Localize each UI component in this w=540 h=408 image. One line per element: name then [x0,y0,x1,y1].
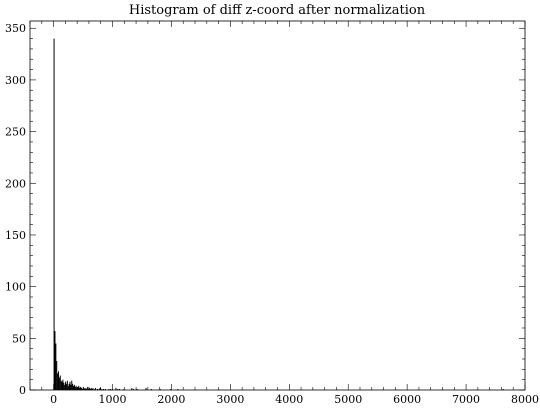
histogram-bar [115,387,117,390]
histogram-bar [57,373,59,390]
x-tick-label: 0 [50,393,57,406]
histogram-bar [72,383,74,390]
y-tick-label: 350 [5,22,26,35]
histogram-bar [159,388,161,390]
histogram-bar [85,387,87,390]
histogram-bar [83,387,85,390]
histogram-bar [86,388,88,390]
histogram-bar [82,386,84,390]
x-tick-label: 1000 [99,393,127,406]
histogram-bar [65,381,67,390]
histogram-bar [123,388,125,390]
histogram-bar [502,388,504,390]
histogram-bar [150,388,152,390]
histogram-bar [62,379,64,390]
histogram-bar [79,387,81,390]
histogram-bar [170,388,172,390]
histogram-bar [74,386,76,390]
histogram-bar [177,388,179,390]
histogram-bar [91,388,93,390]
histogram-bar [66,380,68,390]
y-tick-label: 100 [5,281,26,294]
histogram-bar [110,388,112,390]
histogram-bar [77,386,79,390]
histogram-bar [57,371,59,390]
histogram-bar [73,385,75,390]
histogram-bar [99,387,101,390]
histogram-bar [104,388,106,390]
x-tick-label: 4000 [275,393,303,406]
histogram-bar [133,388,135,390]
histogram-bar [54,331,56,390]
histogram-bar [80,386,82,390]
histogram-bar [60,380,62,390]
histogram-bar [101,388,103,390]
axes: 0 1000 2000 3000 4000 5000 6000 7000 8000 0 50 100 1… [5,20,539,406]
x-tick-label: 3000 [216,393,244,406]
y-tick-label: 200 [5,177,26,190]
histogram-bar [108,388,110,390]
y-tick-label: 0 [19,384,26,397]
x-tick-label: 6000 [393,393,421,406]
histogram-bar [55,343,57,390]
y-tick-label: 250 [5,126,26,139]
y-tick-label: 300 [5,74,26,87]
histogram-bar [63,382,65,390]
x-tick-label: 8000 [511,393,539,406]
histogram-bar [56,361,58,390]
histogram-bar [88,387,90,390]
histogram-bar [61,381,63,390]
histogram-bar [131,387,133,390]
chart-title: Histogram of diff z-coord after normaliz… [129,3,426,18]
histogram-bar [53,38,55,390]
y-tick-label: 50 [12,332,26,345]
histogram-bar [96,388,98,390]
histogram-bar [73,384,75,390]
histogram-bar [145,387,147,390]
histogram-bar [103,388,105,390]
x-tick-label: 2000 [157,393,185,406]
histogram-bar [118,388,120,390]
histogram-bar [136,388,138,390]
histogram-bar [68,383,70,390]
histogram-bar [81,388,83,390]
histogram-bar [80,387,82,390]
histogram-bar [71,380,73,390]
histogram-bar [84,388,86,390]
histogram-bar [98,388,100,390]
histogram-bar [64,384,66,390]
histogram-bar [65,383,67,390]
histogram-bar [88,388,90,390]
y-tick-label: 150 [5,229,26,242]
histogram-bar [92,387,94,390]
histogram-bar [95,387,97,390]
histogram-bar [75,385,77,390]
plot-frame [29,20,526,391]
x-tick-label: 5000 [334,393,362,406]
histogram-bar [59,375,61,390]
histogram-bar [87,386,89,390]
histogram-bar [67,385,69,390]
histogram-bar [89,388,91,390]
histogram-bar [58,377,60,390]
histogram-bar [69,381,71,390]
histogram-bar [94,388,96,390]
histogram-bars [53,38,504,390]
x-tick-label: 7000 [452,393,480,406]
histogram-bar [90,387,92,390]
histogram-bar [70,384,72,390]
histogram-bar [78,385,80,390]
histogram-bar [117,388,119,390]
